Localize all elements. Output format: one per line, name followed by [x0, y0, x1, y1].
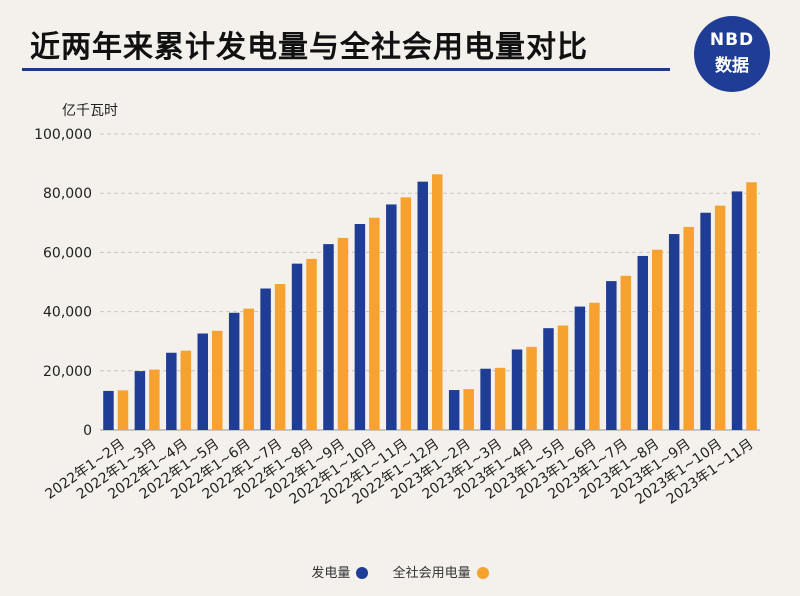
header: 近两年来累计发电量与全社会用电量对比 NBD 数据 [0, 0, 800, 92]
bar-consumption [149, 369, 160, 430]
logo-line2: 数据 [715, 56, 749, 76]
legend-dot-consumption [476, 567, 489, 579]
bar-consumption [337, 237, 349, 430]
bar-consumption [306, 258, 317, 430]
bar-generation [291, 263, 303, 430]
bar-generation [480, 368, 491, 430]
bar-consumption [180, 350, 192, 430]
bar-generation [197, 333, 208, 430]
bar-generation [103, 390, 114, 430]
legend-item-generation: 发电量 [311, 562, 369, 581]
page-title: 近两年来累计发电量与全社会用电量对比 [30, 30, 588, 65]
bar-generation [417, 181, 428, 430]
bar-generation [260, 288, 271, 430]
bar-generation [354, 223, 366, 430]
bar-generation [700, 212, 711, 430]
y-tick-label: 100,000 [34, 127, 92, 143]
bar-generation [668, 234, 680, 430]
title-underline [22, 68, 670, 71]
y-tick-label: 40,000 [43, 305, 92, 321]
legend-dot-generation [356, 567, 369, 579]
bar-consumption [526, 346, 537, 430]
y-tick-label: 20,000 [43, 364, 92, 380]
legend: 发电量 全社会用电量 [0, 562, 800, 581]
bar-consumption [683, 226, 694, 430]
nbd-logo: NBD 数据 [694, 16, 770, 92]
bar-generation [574, 306, 586, 430]
y-tick-label: 0 [83, 423, 92, 439]
bar-generation [386, 204, 397, 430]
bar-generation [448, 390, 460, 430]
y-axis-unit: 亿千瓦时 [62, 103, 118, 119]
bar-consumption [369, 217, 380, 430]
bar-generation [731, 191, 743, 430]
y-tick-label: 60,000 [43, 245, 92, 261]
legend-label-generation: 发电量 [311, 566, 351, 581]
y-tick-label: 80,000 [43, 186, 92, 202]
logo-line1: NBD [709, 30, 755, 50]
bar-generation [606, 281, 617, 430]
bar-consumption [589, 302, 600, 430]
bar-consumption [212, 330, 223, 430]
bar-consumption [463, 389, 474, 430]
bar-generation [543, 328, 554, 430]
bar-consumption [652, 249, 663, 430]
bar-generation [637, 255, 648, 430]
bar-consumption [746, 182, 757, 430]
bar-generation [511, 349, 523, 430]
bar-consumption [620, 275, 632, 430]
bar-generation [134, 371, 146, 430]
bar-consumption [557, 325, 569, 430]
bar-consumption [274, 284, 286, 430]
bar-consumption [400, 197, 412, 430]
bar-consumption [243, 308, 254, 430]
bar-generation [166, 352, 177, 430]
legend-label-consumption: 全社会用电量 [392, 566, 471, 581]
bar-generation [323, 244, 334, 430]
bar-consumption [494, 367, 506, 430]
legend-item-consumption: 全社会用电量 [393, 562, 489, 581]
bar-consumption [714, 205, 726, 430]
bar-generation [228, 312, 240, 430]
bar-consumption [117, 390, 129, 430]
bar-consumption [432, 174, 443, 430]
